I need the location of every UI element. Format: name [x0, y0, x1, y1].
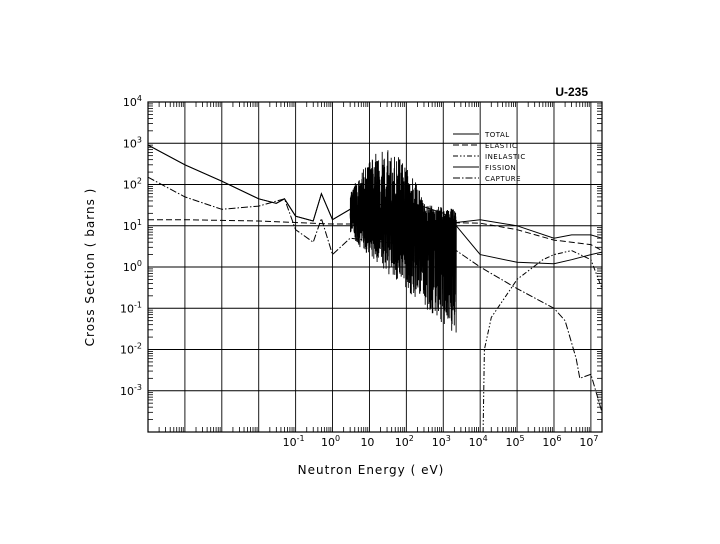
legend-label: INELASTIC [485, 153, 526, 161]
y-tick-label: 102 [123, 177, 142, 192]
legend-label: TOTAL [484, 131, 510, 139]
y-tick-label: 100 [123, 259, 142, 274]
y-tick-label: 10-1 [120, 300, 142, 315]
y-tick-label: 101 [123, 218, 142, 233]
plot-frame [147, 101, 603, 433]
y-tick-label: 10-2 [120, 342, 142, 357]
x-tick-label: 104 [469, 434, 488, 449]
legend-label: ELASTIC [485, 142, 517, 150]
x-tick-label: 102 [395, 434, 414, 449]
x-tick-label: 100 [321, 434, 340, 449]
y-tick-label: 103 [123, 135, 142, 150]
x-tick-label: 10-1 [283, 434, 305, 449]
series-line-inelastic [482, 250, 603, 433]
x-tick-label: 103 [432, 434, 451, 449]
x-tick-label: 105 [506, 434, 525, 449]
y-tick-label: 10-3 [120, 383, 142, 398]
y-axis-title: Cross Section ( barns ) [83, 188, 97, 347]
series-line-elastic [148, 219, 603, 252]
tick-labels: 10-1 100 10 102 103 104 105 106 107 10-3 10-2 10-1 1… [120, 94, 598, 449]
minor-ticks [148, 102, 603, 432]
x-axis-title: Neutron Energy ( eV) [298, 463, 445, 477]
legend-label: FISSION [485, 164, 516, 172]
x-tick-label: 106 [542, 434, 561, 449]
legend: TOTAL ELASTIC INELASTIC FISSION CAPTURE [453, 131, 526, 183]
y-tick-label: 104 [123, 94, 142, 109]
series-line-fission [147, 144, 603, 265]
resonance-region [349, 150, 457, 333]
x-tick-label: 10 [360, 436, 374, 449]
legend-label: CAPTURE [485, 175, 521, 183]
series-lines [147, 144, 603, 433]
series-line-capture [147, 176, 603, 413]
x-tick-label: 107 [579, 434, 598, 449]
chart-title: U-235 [555, 85, 588, 99]
